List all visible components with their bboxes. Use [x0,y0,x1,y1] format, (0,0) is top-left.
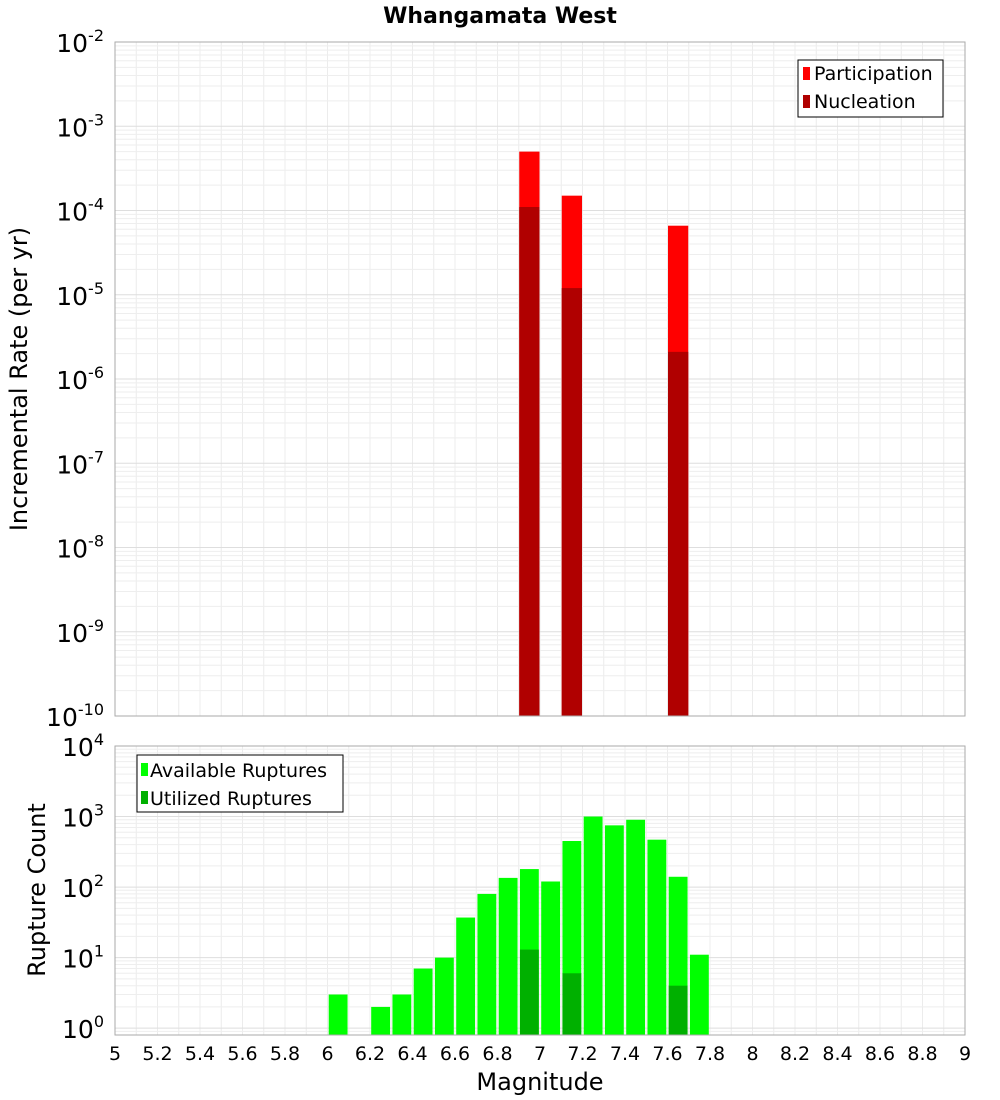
bar-utilized-ruptures [668,985,688,1035]
y-tick-label: 10-5 [56,279,104,311]
bottom-bars [328,816,709,1035]
bottom-y-tick-labels: 104 103 102 101 100 [62,730,104,1044]
x-tick-label: 6.8 [482,1043,512,1065]
top-y-tick-labels: 10-2 10-3 10-4 10-5 10-6 10-7 10-8 10-9 10-10 [46,26,104,732]
bar-available-ruptures [413,968,433,1035]
x-tick-label: 7.2 [567,1043,597,1065]
y-tick-label: 104 [62,730,104,762]
bar-available-ruptures [541,881,561,1035]
x-tick-label: 8.8 [907,1043,937,1065]
bottom-plot-frame [114,745,966,1036]
x-tick-label: 6.2 [355,1043,385,1065]
x-tick-label: 7 [534,1043,546,1065]
x-tick-label: 9 [959,1043,971,1065]
x-tick-label: 6 [321,1043,333,1065]
x-tick-label: 7.8 [695,1043,725,1065]
bar-available-ruptures [371,1006,391,1035]
y-tick-label: 10-3 [56,110,104,142]
bar-available-ruptures [392,994,412,1035]
top-gridlines [115,42,965,716]
bar-nucleation [668,351,689,716]
x-tick-label: 5.6 [227,1043,257,1065]
bar-available-ruptures [689,954,709,1035]
y-tick-label: 10-2 [56,26,104,58]
bar-utilized-ruptures [562,973,582,1035]
y-tick-label: 102 [62,871,104,903]
x-tick-label: 7.4 [610,1043,640,1065]
legend-label-participation: Participation [814,63,933,85]
legend-swatch-utilized-ruptures [141,791,148,804]
bottom-y-axis-label: Rupture Count [23,803,51,977]
bar-available-ruptures [498,877,518,1035]
bar-available-ruptures [328,994,348,1035]
legend-label-nucleation: Nucleation [814,91,916,113]
x-tick-label: 5.4 [185,1043,215,1065]
bar-utilized-ruptures [519,949,539,1035]
x-tick-label: 8.2 [780,1043,810,1065]
x-tick-label: 5.2 [142,1043,172,1065]
x-tick-label: 5 [109,1043,121,1065]
legend-swatch-available-ruptures [141,763,148,776]
x-tick-label: 5.8 [270,1043,300,1065]
y-tick-label: 100 [62,1012,104,1044]
x-axis-label: Magnitude [476,1068,603,1096]
y-tick-label: 10-10 [46,700,104,732]
bar-available-ruptures [583,816,603,1035]
bar-nucleation [561,288,582,716]
y-tick-label: 10-8 [56,532,104,564]
top-y-axis-label: Incremental Rate (per yr) [5,227,33,531]
x-tick-label: 6.6 [440,1043,470,1065]
top-bars [519,151,689,717]
y-tick-label: 103 [62,801,104,833]
top-legend-box [797,59,944,118]
x-tick-label: 8.6 [865,1043,895,1065]
bar-available-ruptures [456,917,476,1035]
x-tick-label: 6.4 [397,1043,427,1065]
y-tick-label: 101 [62,942,104,974]
y-tick-label: 10-7 [56,447,104,479]
bottom-legend-box [136,754,344,813]
y-tick-label: 10-9 [56,616,104,648]
top-legend: Participation Nucleation [797,59,944,118]
y-tick-label: 10-4 [56,195,104,227]
x-tick-label: 8.4 [822,1043,852,1065]
bar-available-ruptures [626,819,646,1035]
bar-available-ruptures [604,825,624,1035]
legend-swatch-nucleation [803,95,810,108]
legend-label-utilized-ruptures: Utilized Ruptures [150,788,312,810]
chart-title: Whangamata West [383,4,617,29]
legend-label-available-ruptures: Available Ruptures [150,760,327,782]
bar-available-ruptures [434,957,454,1035]
bar-available-ruptures [477,893,497,1035]
bar-nucleation [519,207,540,716]
x-tick-labels: 5 5.2 5.4 5.6 5.8 6 6.2 6.4 6.6 6.8 7 7.2 7.4 7.6 7.8 8… [109,1043,971,1065]
bottom-legend: Available Ruptures Utilized Ruptures [136,754,344,813]
x-tick-label: 7.6 [652,1043,682,1065]
x-tick-label: 8 [746,1043,758,1065]
bar-available-ruptures [647,839,667,1035]
legend-swatch-participation [803,67,810,80]
y-tick-label: 10-6 [56,363,104,395]
top-plot-frame [114,41,966,717]
